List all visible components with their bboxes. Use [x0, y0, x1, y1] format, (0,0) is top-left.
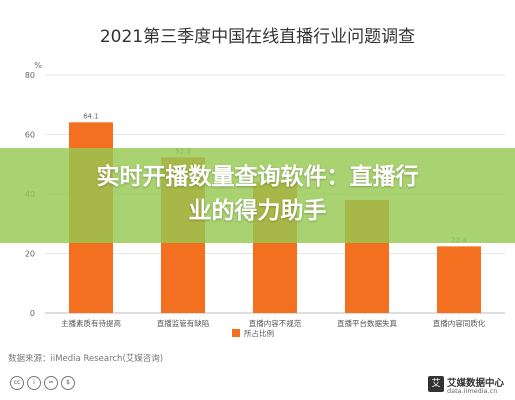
x-tick-label: 主播素质有待提高	[61, 318, 121, 328]
legend-swatch	[232, 329, 240, 337]
chart-title: 2021第三季度中国在线直播行业问题调查	[99, 27, 416, 47]
y-axis-unit: %	[34, 61, 42, 70]
equal-icon: =	[44, 376, 58, 390]
y-tick-label: 80	[25, 71, 35, 80]
by-icon: i	[27, 376, 41, 390]
headline-text: 实时开播数量查询软件：直播行 业的得力助手	[20, 160, 495, 228]
x-tick-label: 直播内容同质化	[433, 318, 486, 328]
bar	[437, 246, 481, 313]
license-icons: cc i = $	[10, 376, 75, 390]
logo-mark: 艾	[428, 376, 444, 392]
cc-icon: cc	[10, 376, 24, 390]
logo-url: data.iimedia.cn	[447, 387, 498, 395]
headline-line-2: 业的得力助手	[188, 198, 327, 224]
y-tick-label: 20	[25, 250, 35, 259]
x-tick-label: 直播监管有缺陷	[157, 318, 210, 328]
legend-label: 所占比例	[244, 328, 274, 338]
data-source: 数据来源：iiMedia Research(艾媒咨询)	[8, 354, 164, 364]
logo-name: 艾媒数据中心	[447, 378, 505, 389]
headline-banner: 实时开播数量查询软件：直播行 业的得力助手	[0, 148, 515, 243]
y-tick-label: 60	[25, 131, 35, 140]
x-tick-label: 直播平台数据失真	[337, 318, 397, 328]
x-tick-label: 直播内容不规范	[249, 318, 302, 328]
headline-line-1: 实时开播数量查询软件：直播行	[96, 164, 419, 190]
y-tick-label: 0	[30, 309, 35, 318]
nc-icon: $	[61, 376, 75, 390]
data-label: 64.1	[83, 112, 99, 120]
brand-logo: 艾 艾媒数据中心 data.iimedia.cn	[428, 374, 512, 398]
